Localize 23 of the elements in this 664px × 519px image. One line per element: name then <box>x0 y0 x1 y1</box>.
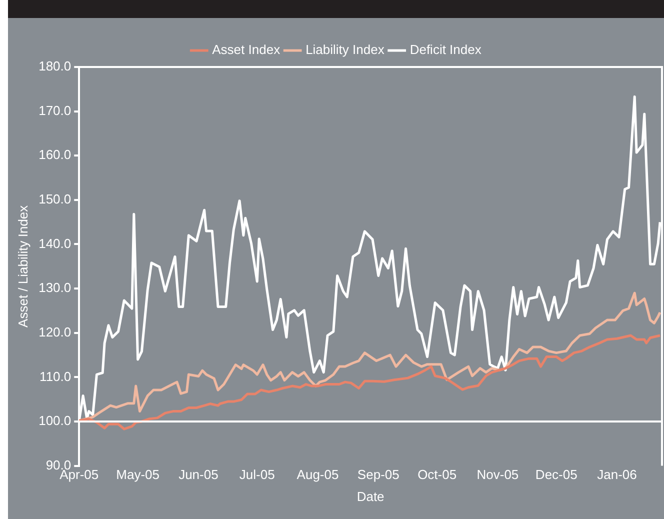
y-tick-label: 140.0 <box>38 236 72 251</box>
x-tick-label: Aug-05 <box>296 467 339 482</box>
y-tick-label: 150.0 <box>38 192 72 207</box>
x-tick-label: Jun-05 <box>178 467 218 482</box>
y-tick-label: 110.0 <box>40 368 72 384</box>
legend-label: Asset Index <box>212 42 281 58</box>
x-tick-label: Jan-06 <box>597 467 637 482</box>
x-tick-label: May-05 <box>116 467 160 482</box>
y-tick-label: 180.0 <box>38 58 72 74</box>
x-tick-label: Nov-05 <box>476 467 519 482</box>
y-tick-label: 120.0 <box>38 324 72 340</box>
x-tick-label: Oct-05 <box>418 467 457 482</box>
x-axis-title: Date <box>356 488 384 504</box>
y-tick-label: 100.0 <box>38 413 72 428</box>
x-tick-label: Sep-05 <box>357 467 400 482</box>
x-tick-label: Dec-05 <box>535 467 578 482</box>
y-tick-label: 160.0 <box>38 147 72 162</box>
x-tick-label: Jul-05 <box>239 467 275 482</box>
y-tick-label: 170.0 <box>38 102 72 118</box>
legend-label: Liability Index <box>306 42 385 58</box>
y-tick-label: 130.0 <box>38 280 72 296</box>
legend-label: Deficit Index <box>410 42 482 58</box>
y-axis-title: Asset / Liability Index <box>15 204 30 328</box>
